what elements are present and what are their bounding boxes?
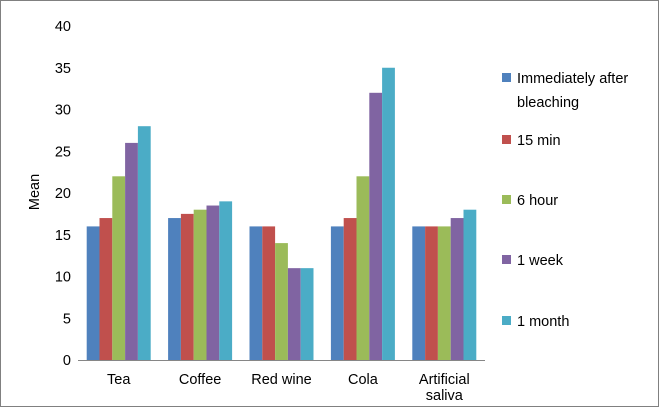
bars [86,67,477,361]
y-tick-label: 30 [55,103,71,119]
bar [425,226,438,360]
legend-label: Immediately after bleaching [517,71,628,111]
x-tick-label: Red wine [251,372,311,388]
bar [330,226,344,360]
bar [168,218,181,360]
legend-label: 1 month [517,314,569,330]
bar [382,67,395,360]
x-axis-ticks: Tea Coffee Red wine Cola Artificial saliva [107,372,470,404]
x-tick-label: Cola [348,372,379,388]
bar [369,92,383,361]
bar [219,201,233,360]
legend-label: 15 min [517,133,561,149]
legend-swatch [502,316,511,325]
bar [180,213,194,361]
y-tick-label: 25 [55,144,71,160]
x-tick-label: Artificial saliva [419,372,470,404]
y-tick-label: 40 [55,19,71,35]
y-tick-label: 15 [55,228,71,244]
y-tick-label: 5 [63,311,71,327]
y-tick-label: 0 [63,353,71,369]
y-tick-label: 10 [55,270,71,286]
x-tick-label: Coffee [179,372,221,388]
bar [450,218,464,360]
x-tick-label: Tea [107,372,131,388]
bar [287,268,301,360]
bar [206,205,220,360]
bar [412,226,426,360]
bar [249,226,263,360]
bar [262,226,276,360]
legend-label: 1 week [517,253,564,269]
legend-swatch [502,73,511,82]
legend-swatch [502,195,511,204]
bar [343,218,357,360]
y-axis-title: Mean [27,174,43,210]
legend-swatch [502,255,511,264]
legend-label: 6 hour [517,193,558,209]
bar [99,218,113,360]
bar [463,209,477,360]
bar [437,226,451,360]
bar [112,176,126,360]
legend-swatch [502,135,511,144]
y-axis-ticks: 0 5 10 15 20 25 30 35 40 [55,19,71,369]
bar [356,176,370,360]
bar [300,268,314,360]
legend: Immediately after bleaching 15 min 6 hour 1 … [502,71,628,330]
bar [193,209,207,360]
y-tick-label: 35 [55,61,71,77]
bar [275,243,288,360]
y-tick-label: 20 [55,186,71,202]
bar [86,226,100,360]
bar [137,126,151,360]
bar [125,142,138,360]
